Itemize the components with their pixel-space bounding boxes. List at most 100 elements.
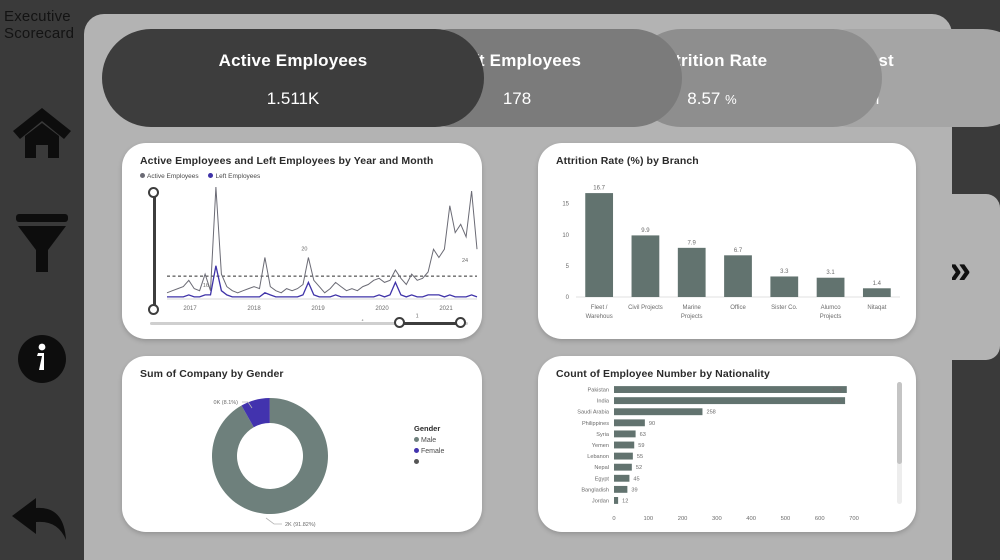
svg-text:Fleet /: Fleet / — [591, 305, 608, 311]
slider-handle-left[interactable] — [394, 317, 405, 328]
chart-card-employees-by-nationality: Count of Employee Number by Nationality … — [538, 356, 916, 532]
legend-swatch — [414, 459, 419, 464]
svg-text:Sister Co.: Sister Co. — [771, 305, 798, 311]
legend-item-male: Male — [414, 437, 444, 444]
kpi-value: 1.511K — [266, 89, 320, 108]
kpi-value: 178 — [502, 89, 532, 108]
donut-chart-plot: 0K (8.1%) 2K (91.82%) — [212, 398, 328, 528]
svg-text:2018: 2018 — [247, 306, 261, 312]
legend-swatch — [208, 173, 214, 178]
svg-text:0: 0 — [612, 516, 615, 522]
chart-legend: Active Employees Left Employees — [140, 173, 268, 180]
svg-text:0K (8.1%): 0K (8.1%) — [214, 400, 239, 406]
svg-text:Nitaqat: Nitaqat — [867, 305, 886, 311]
slider-track — [152, 193, 156, 309]
svg-text:Warehous: Warehous — [586, 314, 613, 320]
svg-text:674: 674 — [831, 399, 841, 405]
svg-text:3.1: 3.1 — [826, 270, 835, 276]
svg-text:Alumco: Alumco — [821, 305, 842, 311]
svg-text:16: 16 — [203, 283, 209, 289]
home-icon[interactable] — [0, 106, 84, 167]
svg-text:59: 59 — [638, 443, 644, 449]
svg-text:400: 400 — [746, 516, 756, 522]
chart-title: Sum of Company by Gender — [140, 368, 284, 380]
svg-text:Yemen: Yemen — [592, 443, 609, 449]
svg-text:Philippines: Philippines — [582, 421, 609, 427]
svg-text:15: 15 — [562, 202, 569, 208]
chart-title: Count of Employee Number by Nationality — [556, 368, 770, 380]
info-icon[interactable] — [0, 334, 84, 389]
svg-text:Nepal: Nepal — [594, 465, 609, 471]
svg-text:200: 200 — [678, 516, 688, 522]
horizontal-bar-chart-plot: Pakistan 679 India 674 Saudi Arabia 258 Philip… — [577, 386, 859, 522]
vertical-range-slider[interactable] — [148, 187, 160, 315]
bar-chart-plot: 0 5 10 15 16.7 Fleet / Warehous 9.9 Civil Projec… — [562, 186, 900, 320]
svg-text:24: 24 — [462, 258, 468, 264]
svg-text:7.9: 7.9 — [688, 240, 697, 246]
kpi-row: Total Cost 11.61M Attrition Rate 8.57 % … — [102, 29, 1000, 127]
svg-text:Saudi Arabia: Saudi Arabia — [577, 410, 610, 416]
svg-text:1.4: 1.4 — [873, 281, 882, 287]
svg-text:1: 1 — [416, 313, 419, 319]
slider-handle-bottom[interactable] — [148, 304, 159, 315]
svg-text:Civil Projects: Civil Projects — [628, 305, 663, 311]
svg-text:Pakistan: Pakistan — [588, 388, 609, 394]
kpi-card-active-employees[interactable]: Active Employees 1.511K — [102, 29, 484, 127]
svg-text:Jordan: Jordan — [592, 498, 609, 504]
legend-item-blank — [414, 459, 444, 466]
svg-text:2021: 2021 — [439, 306, 453, 312]
chart-card-company-by-gender: Sum of Company by Gender 0K (8.1%) 2K (91… — [122, 356, 482, 532]
kpi-unit: % — [725, 92, 737, 107]
scrollbar-thumb[interactable] — [897, 382, 902, 464]
svg-text:Lebanon: Lebanon — [587, 454, 609, 460]
chart-title: Active Employees and Left Employees by Y… — [140, 155, 434, 167]
legend-swatch — [414, 437, 419, 442]
svg-text:5: 5 — [566, 264, 570, 270]
line-chart-plot: 54161120112420172018201920202021 — [166, 181, 478, 321]
kpi-value: 8.57 % — [687, 89, 737, 108]
svg-text:45: 45 — [633, 476, 639, 482]
svg-text:679: 679 — [832, 388, 841, 394]
svg-text:Bangladish: Bangladish — [581, 487, 609, 493]
chart-title: Attrition Rate (%) by Branch — [556, 155, 699, 167]
kpi-label: Active Employees — [218, 51, 368, 70]
svg-text:3.3: 3.3 — [780, 269, 789, 275]
slider-handle-right[interactable] — [455, 317, 466, 328]
svg-text:90: 90 — [649, 421, 655, 427]
svg-text:9.9: 9.9 — [641, 228, 650, 234]
svg-text:55: 55 — [637, 454, 643, 460]
svg-text:20: 20 — [301, 247, 307, 253]
svg-text:63: 63 — [640, 432, 646, 438]
svg-text:600: 600 — [815, 516, 825, 522]
svg-text:39: 39 — [631, 487, 637, 493]
svg-text:2020: 2020 — [375, 306, 389, 312]
slider-handle-top[interactable] — [148, 187, 159, 198]
svg-text:2K (91.82%): 2K (91.82%) — [285, 522, 316, 528]
legend-title: Gender — [414, 424, 441, 433]
svg-text:2017: 2017 — [183, 306, 197, 312]
page-title: Executive Scorecard — [4, 8, 75, 42]
chart-card-employees-by-year-month: Active Employees and Left Employees by Y… — [122, 143, 482, 339]
svg-text:Projects: Projects — [681, 314, 703, 320]
kpi-label: Left Employees — [452, 51, 582, 70]
kpi-label: Attrition Rate — [656, 51, 768, 70]
filter-icon[interactable] — [0, 212, 84, 279]
slider-track — [150, 321, 468, 325]
svg-text:54: 54 — [209, 181, 215, 182]
horizontal-range-slider[interactable] — [150, 317, 468, 329]
legend-swatch — [140, 173, 145, 178]
back-arrow-icon[interactable] — [0, 494, 84, 551]
svg-text:2019: 2019 — [311, 306, 325, 312]
svg-text:Egypt: Egypt — [595, 476, 610, 482]
svg-text:52: 52 — [636, 465, 642, 471]
svg-text:100: 100 — [643, 516, 653, 522]
chart-scrollbar[interactable] — [897, 382, 902, 504]
slider-fill — [398, 321, 460, 325]
svg-text:0: 0 — [566, 295, 570, 301]
svg-text:700: 700 — [849, 516, 859, 522]
legend-item-left: Left Employees — [208, 173, 260, 180]
donut-legend: Gender Male Female — [414, 424, 444, 470]
svg-text:12: 12 — [622, 498, 628, 504]
svg-text:India: India — [597, 399, 610, 405]
